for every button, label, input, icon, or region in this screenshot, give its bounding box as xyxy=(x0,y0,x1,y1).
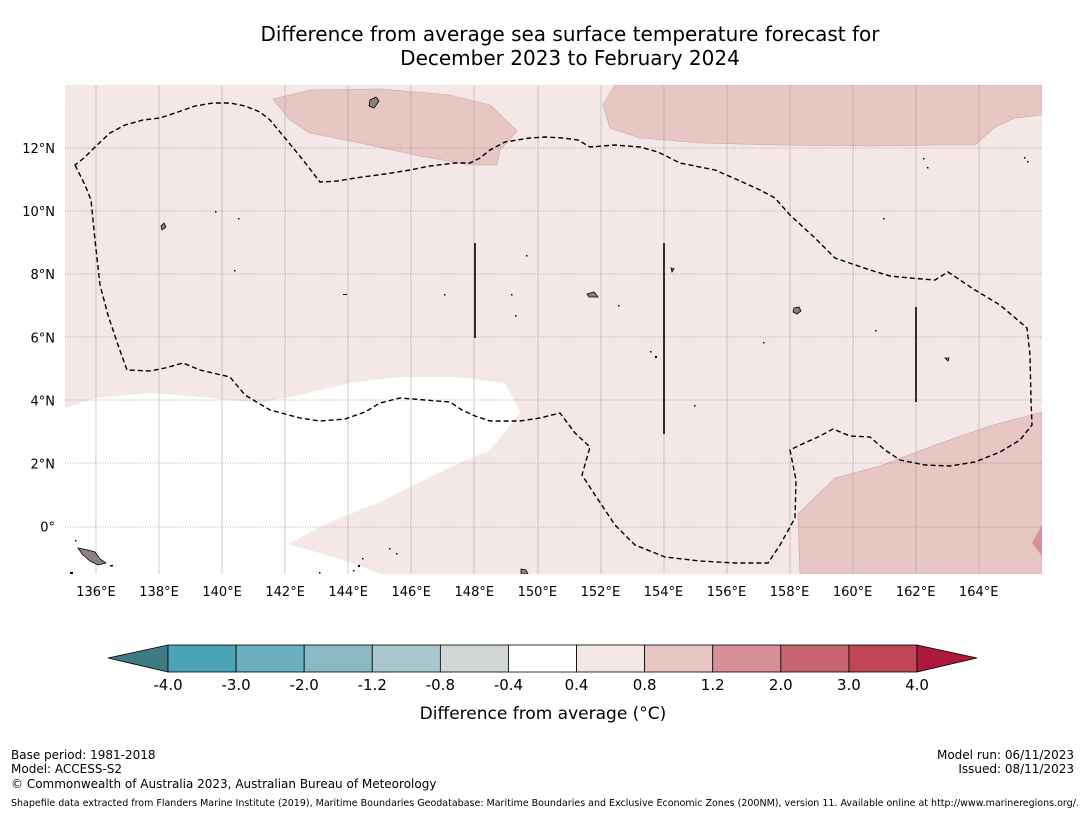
lon-tick-label: 142°E xyxy=(265,585,305,600)
copyright: © Commonwealth of Australia 2023, Austra… xyxy=(11,777,437,791)
base-period: Base period: 1981-2018 xyxy=(11,748,156,762)
colorbar-tick-label: -0.8 xyxy=(426,676,455,694)
lat-tick-label: 0° xyxy=(40,521,55,536)
colorbar-tick-label: -4.0 xyxy=(153,676,182,694)
lon-tick-label: 156°E xyxy=(707,585,747,600)
colorbar-tick-label: 0.8 xyxy=(633,676,657,694)
colorbar-tick-label: 2.0 xyxy=(769,676,793,694)
colorbar-title: Difference from average (°C) xyxy=(420,704,667,724)
latitude-axis: 12°N 10°N 8°N 6°N 4°N 2°N 0° xyxy=(22,142,55,536)
lon-tick-label: 150°E xyxy=(518,585,558,600)
map-title-line-2: December 2023 to February 2024 xyxy=(400,46,740,70)
colorbar-tick-label: 4.0 xyxy=(905,676,929,694)
lat-tick-label: 6°N xyxy=(31,331,56,346)
model-name: Model: ACCESS-S2 xyxy=(11,762,123,776)
lon-tick-label: 146°E xyxy=(391,585,431,600)
colorbar-cell xyxy=(508,644,577,673)
lat-tick-label: 8°N xyxy=(31,268,56,283)
longitude-axis: 136°E 138°E 140°E 142°E 144°E 146°E 148°E 150°E… xyxy=(76,585,998,600)
colorbar-cell xyxy=(371,644,441,673)
anomaly-band-0.8-1.2-southeast xyxy=(797,411,1042,574)
colorbar-tick-label: 1.2 xyxy=(701,676,725,694)
anomaly-band-0.8-1.2-northeast xyxy=(602,85,1042,147)
longitude-grid xyxy=(95,85,980,574)
lon-tick-label: 162°E xyxy=(896,585,936,600)
lon-tick-label: 158°E xyxy=(770,585,810,600)
lon-tick-label: 144°E xyxy=(328,585,368,600)
small-island-dots xyxy=(70,157,1029,574)
colorbar-tick-label: -0.4 xyxy=(494,676,523,694)
anomaly-region-near-average xyxy=(65,377,520,574)
lon-tick-label: 154°E xyxy=(644,585,684,600)
colorbar-cell xyxy=(712,644,782,673)
lat-tick-label: 2°N xyxy=(31,458,56,473)
lon-tick-label: 160°E xyxy=(833,585,873,600)
colorbar-cell xyxy=(439,644,509,673)
anomaly-band-0.8-1.2-northwest xyxy=(272,88,518,166)
lat-tick-label: 12°N xyxy=(22,142,55,157)
map-plot-area xyxy=(65,85,1042,574)
colorbar-extend-low xyxy=(107,644,169,673)
lat-tick-label: 10°N xyxy=(22,205,55,220)
colorbar-tick-label: -1.2 xyxy=(358,676,387,694)
colorbar-cell xyxy=(780,644,850,673)
island-landmass xyxy=(77,96,950,574)
lon-tick-label: 148°E xyxy=(455,585,495,600)
latitude-grid xyxy=(65,147,1042,528)
colorbar-cell xyxy=(167,644,237,673)
colorbar-cell xyxy=(848,644,918,673)
lon-tick-label: 152°E xyxy=(581,585,621,600)
lon-tick-label: 164°E xyxy=(959,585,999,600)
lon-tick-label: 136°E xyxy=(76,585,116,600)
eez-boundary-solid xyxy=(474,243,917,434)
colorbar-cell xyxy=(303,644,373,673)
anomaly-band-1.2-2.0-southeast xyxy=(1032,525,1042,556)
colorbar-cell xyxy=(644,644,714,673)
lat-tick-label: 4°N xyxy=(31,394,56,409)
model-run: Model run: 06/11/2023 xyxy=(936,748,1074,762)
lon-tick-label: 138°E xyxy=(139,585,179,600)
map-title-line-1: Difference from average sea surface temp… xyxy=(260,22,880,46)
colorbar-tick-label: -2.0 xyxy=(290,676,319,694)
colorbar-tick-label: 0.4 xyxy=(565,676,589,694)
colorbar-extend-high xyxy=(916,644,978,673)
colorbar-tick-label: 3.0 xyxy=(837,676,861,694)
colorbar-cell xyxy=(576,644,646,673)
colorbar: -4.0 -3.0 -2.0 -1.2 -0.8 -0.4 0.4 0.8 1.2 2.0 3.0 4… xyxy=(107,644,978,724)
shapefile-credit: Shapefile data extracted from Flanders M… xyxy=(11,798,1079,809)
colorbar-tick-label: -3.0 xyxy=(221,676,250,694)
issued-date: Issued: 08/11/2023 xyxy=(958,762,1074,776)
colorbar-cell xyxy=(235,644,305,673)
lon-tick-label: 140°E xyxy=(202,585,242,600)
